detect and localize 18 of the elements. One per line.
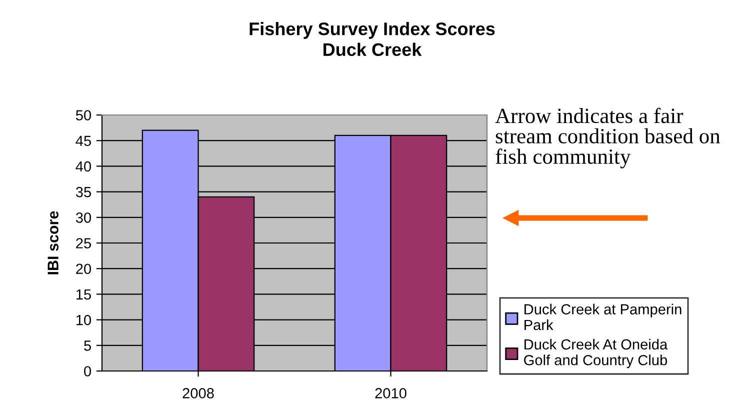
x-tick-label: 2010 — [375, 388, 406, 398]
y-tick-label: 0 — [84, 366, 92, 376]
y-axis-title: IBI score — [48, 211, 58, 274]
legend-label: Duck Creek At Oneida Golf and Country Club — [524, 338, 668, 368]
y-tick-label: 5 — [84, 340, 91, 351]
y-tick-label: 45 — [76, 136, 91, 146]
text: Arrow indicates a fair stream condition based on fish community — [495, 108, 720, 168]
x-tick-label: 2008 — [182, 388, 214, 398]
y-tick-label: 40 — [76, 161, 92, 172]
y-tick-label: 30 — [76, 212, 92, 223]
y-tick-label: 35 — [76, 186, 91, 198]
y-tick-label: 10 — [76, 314, 92, 326]
legend-label: Duck Creek at Pamperin Park — [524, 304, 682, 330]
y-tick-label: 25 — [76, 238, 91, 248]
chart-title: Fishery Survey Index Scores Duck Creek — [250, 22, 495, 56]
y-tick-label: 20 — [76, 264, 92, 274]
y-tick-label: 50 — [76, 110, 92, 120]
y-tick-label: 15 — [76, 289, 91, 300]
